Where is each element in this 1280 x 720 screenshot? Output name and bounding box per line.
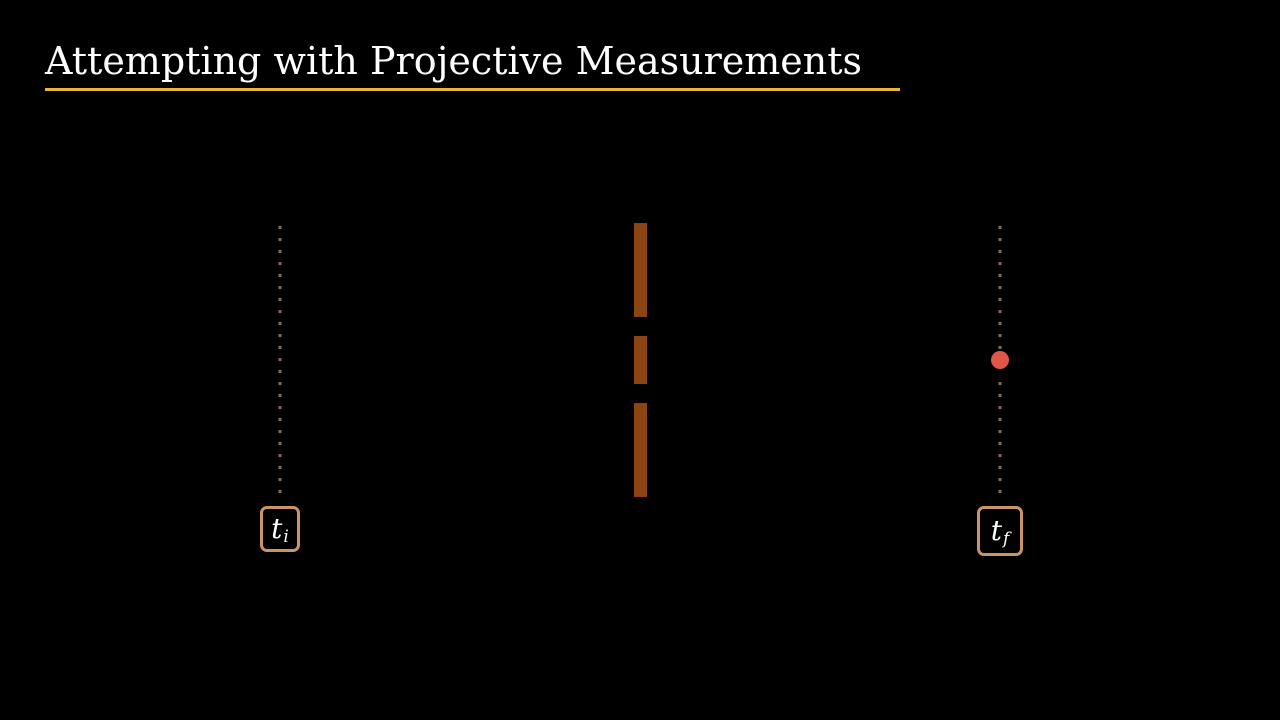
barrier-segment-top	[634, 223, 647, 317]
barrier-segment-bottom	[634, 403, 647, 497]
barrier-segment-middle	[634, 336, 647, 384]
measurement-barrier	[634, 223, 647, 497]
initial-time-label-subscript: i	[283, 526, 289, 547]
slide-title: Attempting with Projective Measurements	[45, 39, 863, 83]
initial-time-label-base: t	[271, 512, 283, 545]
particle-dot	[991, 351, 1009, 369]
final-time-label-base: t	[990, 514, 1002, 547]
final-timeline	[991, 226, 1009, 496]
final-time-label-subscript: f	[1002, 528, 1010, 549]
title-underline	[45, 88, 900, 91]
